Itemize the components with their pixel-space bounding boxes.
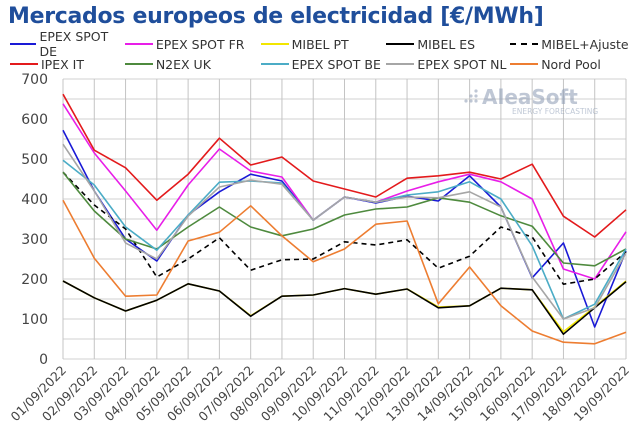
- legend-label: EPEX SPOT BE: [291, 56, 381, 72]
- watermark-brand: AleaSoft: [482, 85, 578, 109]
- grid: [62, 78, 627, 360]
- legend-label: MIBEL PT: [291, 36, 349, 52]
- legend-label: MIBEL ES: [417, 36, 476, 52]
- y-axis-ticks: 0 100 200 300 400 500 600 700: [21, 72, 48, 368]
- y-tick-label: 100: [21, 312, 48, 328]
- y-tick-label: 500: [21, 152, 48, 168]
- legend-swatch: [386, 43, 415, 45]
- legend-item: MIBEL PT: [260, 36, 387, 52]
- aleasoft-logo-icon: [464, 89, 478, 103]
- series-lines: [62, 93, 627, 345]
- legend-label: MIBEL+Ajuste: [541, 36, 629, 52]
- legend-item: MIBEL+Ajuste: [510, 37, 640, 52]
- legend-swatch: [124, 43, 153, 45]
- y-tick-label: 0: [39, 352, 48, 368]
- legend-item: N2EX UK: [124, 56, 261, 72]
- legend-row-1: EPEX SPOT DE EPEX SPOT FR MIBEL PT MIBEL ES…: [10, 29, 640, 59]
- y-tick-label: 300: [21, 232, 48, 248]
- legend-item: EPEX SPOT BE: [260, 56, 387, 72]
- legend-item: EPEX SPOT DE: [10, 29, 125, 59]
- legend-swatch: [10, 63, 38, 65]
- series-line-epex-spot-nl: [62, 143, 627, 320]
- legend-row-2: IPEX IT N2EX UK EPEX SPOT BE EPEX SPOT NL No…: [10, 54, 640, 74]
- legend-swatch: [260, 43, 289, 45]
- series-line-mibel-es: [62, 280, 627, 336]
- y-tick-label: 200: [21, 272, 48, 288]
- legend-swatch: [10, 43, 37, 45]
- legend-label: EPEX SPOT NL: [417, 56, 507, 72]
- legend-swatch: [260, 63, 289, 65]
- y-tick-label: 400: [21, 192, 48, 208]
- legend-item: EPEX SPOT NL: [386, 57, 510, 72]
- legend-item: EPEX SPOT FR: [124, 36, 261, 52]
- watermark: AleaSoft ENERGY FORECASTING: [464, 85, 598, 116]
- y-tick-label: 600: [21, 112, 48, 128]
- legend-swatch: [124, 63, 153, 65]
- x-axis-ticks: 01/09/202202/09/202203/09/202204/09/2022…: [8, 363, 633, 425]
- series-line-mibel-ajuste: [62, 171, 627, 286]
- series-line-nord-pool: [62, 199, 627, 345]
- legend-label: EPEX SPOT DE: [39, 29, 109, 59]
- legend-item: IPEX IT: [10, 57, 125, 72]
- y-tick-label: 700: [21, 72, 48, 88]
- chart-title: Mercados europeos de electricidad [€/MWh…: [8, 4, 544, 29]
- series-line-ipex-it: [62, 93, 627, 238]
- legend-swatch: [386, 63, 415, 65]
- legend-label: IPEX IT: [41, 56, 84, 72]
- legend-label: EPEX SPOT FR: [155, 36, 245, 52]
- legend-label: Nord Pool: [541, 56, 601, 72]
- legend-swatch: [510, 43, 539, 45]
- legend-item: MIBEL ES: [386, 37, 510, 52]
- legend-swatch: [510, 63, 539, 65]
- legend: EPEX SPOT DE EPEX SPOT FR MIBEL PT MIBEL ES…: [10, 29, 640, 74]
- legend-item: Nord Pool: [510, 57, 640, 72]
- legend-label: N2EX UK: [155, 56, 211, 72]
- watermark-tagline: ENERGY FORECASTING: [512, 107, 598, 116]
